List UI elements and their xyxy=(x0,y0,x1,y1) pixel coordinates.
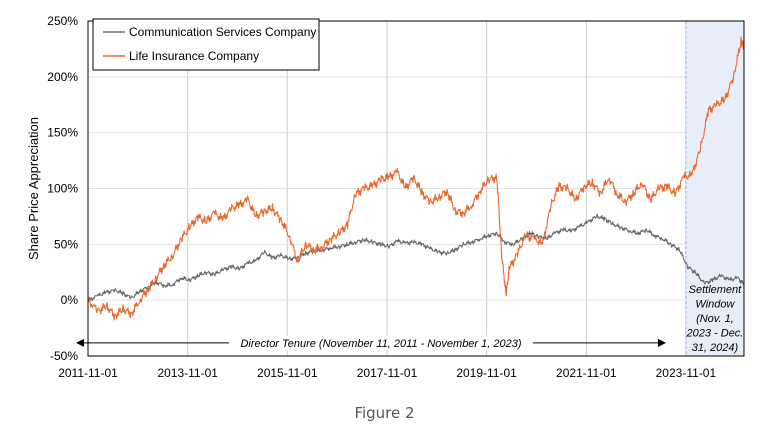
x-tick-label: 2021-11-01 xyxy=(556,366,617,380)
tenure-label-background xyxy=(229,335,533,350)
tenure-label: Director Tenure (November 11, 2011 - Nov… xyxy=(240,338,521,350)
y-tick-label: 50% xyxy=(54,237,78,251)
x-tick-label: 2023-11-01 xyxy=(656,366,717,380)
series-line-life-insurance xyxy=(87,36,745,321)
series-line-communication-services xyxy=(87,213,745,302)
legend: Communication Services Company Life Insu… xyxy=(92,18,320,71)
x-tick-label: 2019-11-01 xyxy=(456,366,517,380)
arrowhead-left xyxy=(76,338,84,347)
y-tick-labels: 250% 200% 150% 100% 50% 0% -50% xyxy=(47,14,78,363)
y-tick-label: 0% xyxy=(61,293,79,307)
x-tick-label: 2011-11-01 xyxy=(58,366,118,380)
arrowhead-right xyxy=(658,338,666,347)
legend-box xyxy=(92,18,320,71)
x-tick-labels: 2011-11-01 2013-11-01 2015-11-01 2017-11-01… xyxy=(58,366,716,380)
y-tick-label: 100% xyxy=(47,182,78,196)
x-tick-label: 2017-11-01 xyxy=(357,366,418,380)
y-tick-label: 150% xyxy=(47,126,78,140)
settlement-window-label: Settlement Window (Nov. 1, 2023 - Dec. 31, 2… xyxy=(686,284,744,354)
y-tick-label: 250% xyxy=(47,14,78,28)
y-tick-label: 200% xyxy=(47,70,78,84)
shade-layer xyxy=(685,21,744,356)
settlement-window-shade xyxy=(685,21,744,356)
x-tick-label: 2015-11-01 xyxy=(257,366,318,380)
x-tick-label: 2013-11-01 xyxy=(157,366,218,380)
legend-label-communication-services: Communication Services Company xyxy=(129,25,316,39)
series-layer xyxy=(87,36,745,321)
figure-caption: Figure 2 xyxy=(354,404,415,422)
y-tick-label: -50% xyxy=(50,349,78,363)
legend-label-life-insurance: Life Insurance Company xyxy=(129,49,259,63)
tenure-annotation: Director Tenure (November 11, 2011 - Nov… xyxy=(76,335,666,350)
y-axis-label: Share Price Appreciation xyxy=(26,117,41,260)
plot-frame xyxy=(87,20,745,357)
